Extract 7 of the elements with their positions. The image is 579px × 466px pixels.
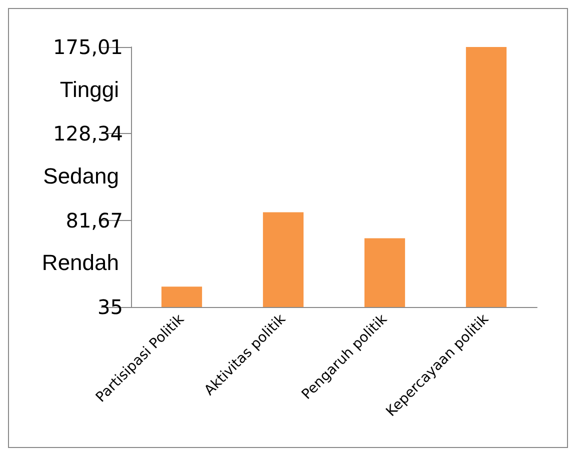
y-tick-label: 35: [98, 295, 123, 319]
text: Tinggi: [60, 76, 120, 102]
y-tick-label: 81,67: [66, 208, 123, 232]
y-tick-label: 128,34: [53, 122, 123, 146]
y-tick-label: 175,01: [53, 35, 123, 59]
text: Sedang: [43, 164, 120, 188]
text: Rendah: [42, 250, 120, 276]
